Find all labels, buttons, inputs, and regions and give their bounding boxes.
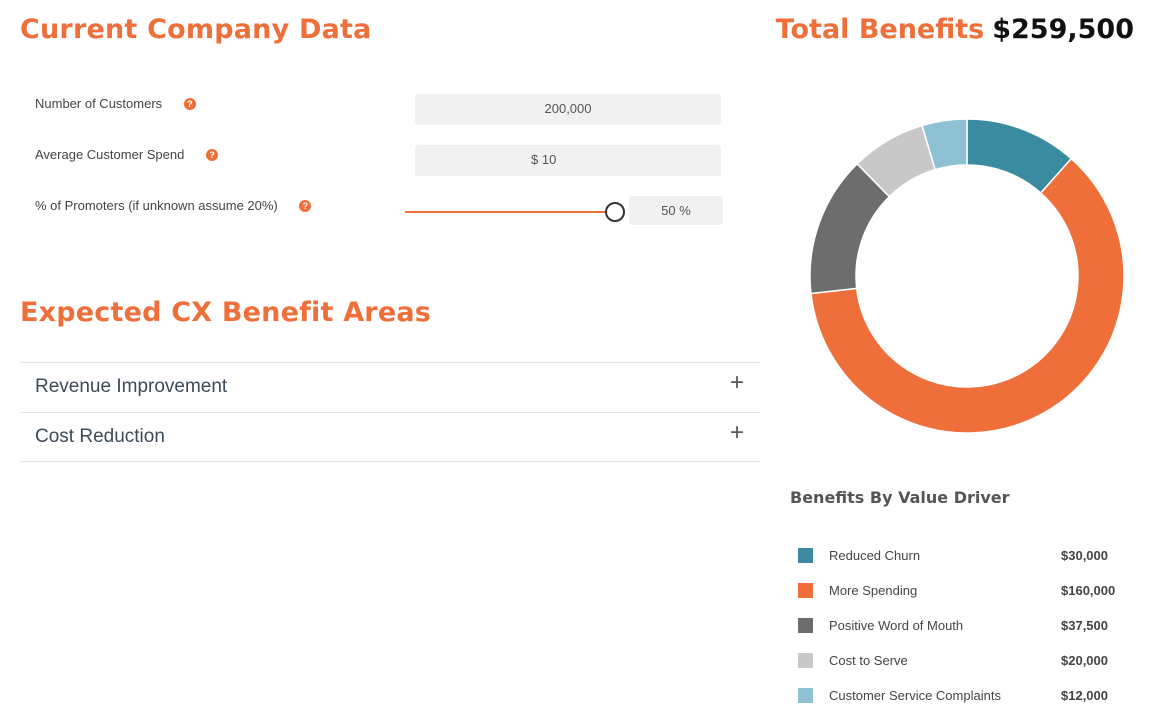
accordion-revenue-improvement[interactable]: Revenue Improvement + — [20, 362, 760, 412]
promoters-label-row: % of Promoters (if unknown assume 20%) ? — [35, 198, 312, 213]
current-company-title: Current Company Data — [20, 14, 372, 45]
legend-value: $30,000 — [1061, 548, 1108, 563]
customers-input[interactable]: 200,000 — [415, 94, 721, 125]
legend-swatch — [798, 688, 813, 703]
plus-icon[interactable]: + — [729, 419, 744, 446]
promoters-input[interactable]: 50 % — [629, 196, 723, 225]
legend-value: $20,000 — [1061, 653, 1108, 668]
accordion-cost-reduction[interactable]: Cost Reduction + — [20, 412, 760, 462]
donut-slice-customer-service-complaints — [921, 118, 968, 171]
legend-item: Positive Word of Mouth $37,500 — [798, 616, 1138, 636]
legend-swatch — [798, 583, 813, 598]
expected-benefits-title: Expected CX Benefit Areas — [20, 297, 432, 328]
total-benefits-label: Total Benefits — [775, 14, 985, 45]
legend-label: Customer Service Complaints — [829, 688, 1001, 703]
customers-label: Number of Customers — [35, 96, 163, 111]
promoters-slider-track[interactable] — [405, 211, 615, 213]
legend-swatch — [798, 618, 813, 633]
legend-swatch — [798, 653, 813, 668]
benefits-donut-chart — [809, 118, 1125, 434]
legend-swatch — [798, 548, 813, 563]
promoters-slider-thumb[interactable] — [605, 202, 625, 222]
legend-label: Reduced Churn — [829, 548, 921, 563]
legend-title: Benefits By Value Driver — [790, 488, 1010, 507]
total-benefits: Total Benefits $259,500 — [776, 14, 1134, 45]
legend-value: $160,000 — [1061, 583, 1116, 598]
question-icon[interactable]: ? — [299, 200, 312, 212]
plus-icon[interactable]: + — [729, 369, 744, 396]
total-benefits-value: $259,500 — [992, 14, 1134, 45]
promoters-label: % of Promoters (if unknown assume 20%) — [35, 198, 278, 213]
legend-item: More Spending $160,000 — [798, 581, 1138, 601]
legend-value: $37,500 — [1061, 618, 1108, 633]
legend-label: Cost to Serve — [829, 653, 908, 668]
spend-input[interactable]: $ 10 — [415, 145, 721, 176]
spend-label-row: Average Customer Spend ? — [35, 147, 218, 162]
customers-label-row: Number of Customers ? — [35, 96, 196, 111]
legend-item: Cost to Serve $20,000 — [798, 651, 1138, 671]
accordion-label: Cost Reduction — [35, 426, 165, 447]
question-icon[interactable]: ? — [205, 149, 218, 161]
legend-item: Reduced Churn $30,000 — [798, 546, 1138, 566]
spend-label: Average Customer Spend — [35, 147, 185, 162]
question-icon[interactable]: ? — [183, 98, 196, 110]
legend-value: $12,000 — [1061, 688, 1108, 703]
accordion-label: Revenue Improvement — [35, 376, 228, 397]
donut-slice-more-spending — [810, 157, 1125, 434]
legend-label: Positive Word of Mouth — [829, 618, 964, 633]
legend-label: More Spending — [829, 583, 918, 598]
legend-item: Customer Service Complaints $12,000 — [798, 686, 1138, 706]
